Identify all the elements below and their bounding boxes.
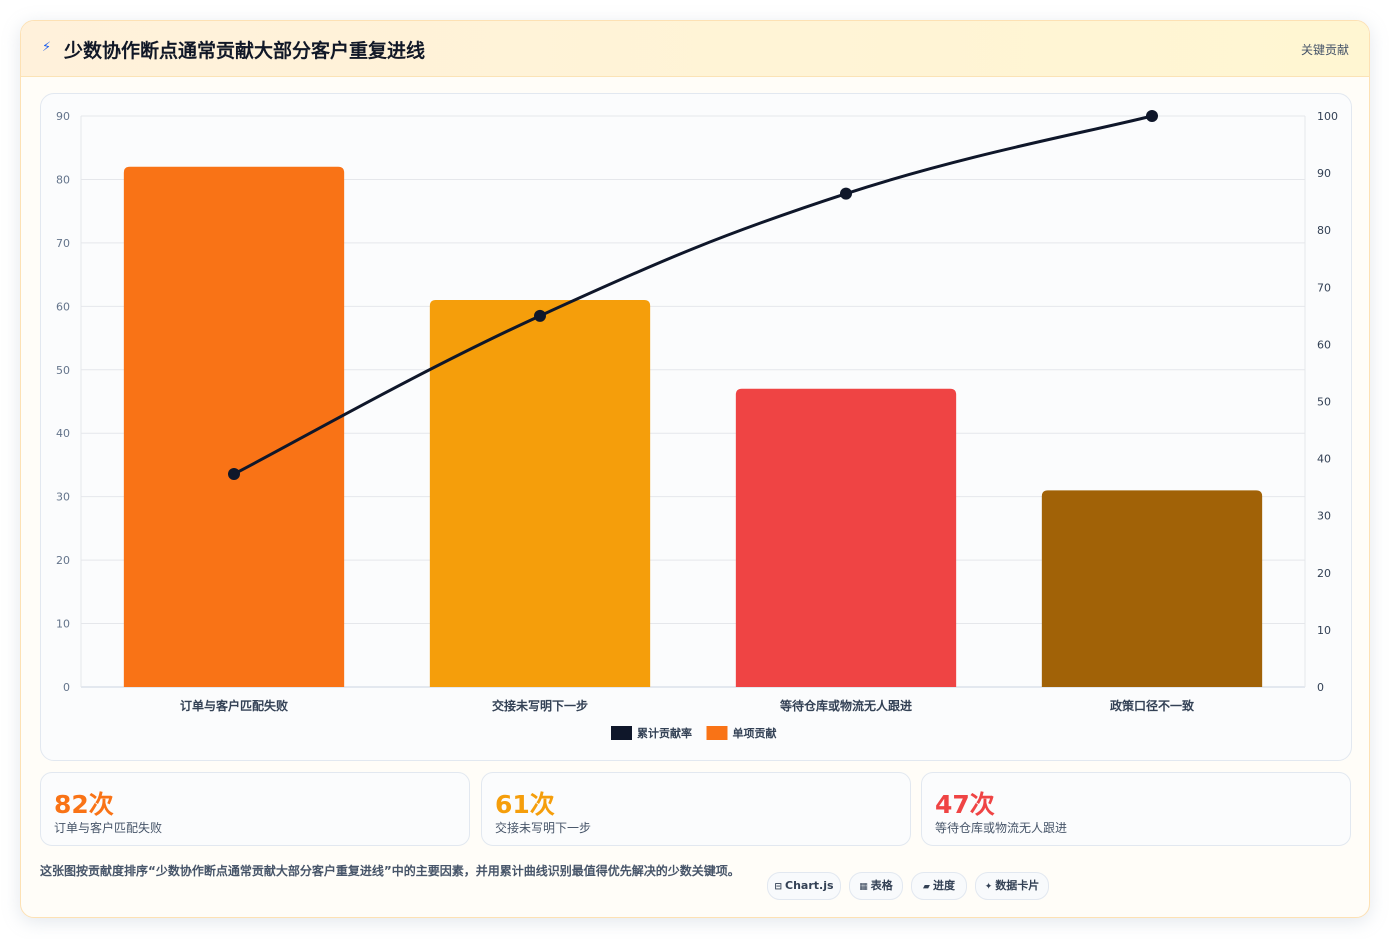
y2-tick-label: 0 xyxy=(1317,681,1324,694)
legend[interactable]: 累计贡献率 单项贡献 xyxy=(611,726,777,740)
y2-tick-label: 20 xyxy=(1317,567,1331,580)
kpi-value: 61次 xyxy=(495,790,555,819)
y-axis-left: 0 10 20 30 40 50 60 70 80 90 xyxy=(56,110,70,694)
bars xyxy=(123,166,1263,687)
bolt-icon: ⚡︎ xyxy=(42,40,52,55)
chip-label: Chart.js xyxy=(785,879,834,892)
legend-swatch xyxy=(706,726,728,740)
legend-swatch xyxy=(611,726,632,740)
y-tick-label: 50 xyxy=(56,364,70,377)
y-tick-label: 80 xyxy=(56,173,70,186)
kpi-label: 订单与客户匹配失败 xyxy=(54,821,163,835)
kpi-label: 交接未写明下一步 xyxy=(495,821,592,835)
line-point xyxy=(1146,110,1158,122)
chart-description: 这张图按贡献度排序“少数协作断点通常贡献大部分客户重复进线”中的主要因素，并用累… xyxy=(40,864,740,878)
kpi-card-2: 61次 交接未写明下一步 xyxy=(481,772,911,846)
line-point xyxy=(228,468,240,481)
chip-label: 数据卡片 xyxy=(995,879,1040,892)
chip-label: 表格 xyxy=(870,879,893,892)
y2-tick-label: 40 xyxy=(1317,453,1331,466)
cumulative-line-path xyxy=(233,114,1153,476)
pareto-chart: 0 10 20 30 40 50 60 70 80 90 0 10 20 30 40 50 60 70 80 90 1… xyxy=(56,110,1338,740)
bar xyxy=(123,166,345,687)
legend-label: 单项贡献 xyxy=(733,726,777,740)
x-tick-label: 政策口径不一致 xyxy=(1110,698,1195,713)
cumulative-line xyxy=(228,110,1158,481)
kpi-value: 47次 xyxy=(935,790,995,819)
card-header: ⚡︎ 少数协作断点通常贡献大部分客户重复进线 关键贡献 xyxy=(21,21,1369,77)
y-tick-label: 70 xyxy=(56,237,70,250)
chip-label: 进度 xyxy=(932,879,955,892)
chip-chartjs[interactable]: ⊟ Chart.js xyxy=(767,872,841,900)
y-tick-label: 60 xyxy=(56,300,70,313)
chip-table[interactable]: ▦ 表格 xyxy=(849,872,903,900)
y2-tick-label: 30 xyxy=(1317,510,1331,523)
y2-tick-label: 70 xyxy=(1317,281,1331,294)
y-tick-label: 90 xyxy=(56,110,70,123)
bar xyxy=(1041,490,1263,687)
sparkle-icon: ✦ xyxy=(984,882,993,892)
legend-item-cumulative[interactable]: 累计贡献率 xyxy=(611,726,692,740)
header-badge: 关键贡献 xyxy=(1300,43,1349,57)
y2-tick-label: 100 xyxy=(1317,110,1338,123)
y2-tick-label: 10 xyxy=(1317,624,1331,637)
y2-tick-label: 60 xyxy=(1317,338,1331,351)
progress-icon: ▰ xyxy=(923,882,930,892)
chip-progress[interactable]: ▰ 进度 xyxy=(911,872,967,900)
line-point xyxy=(840,187,852,200)
chip-data-card[interactable]: ✦ 数据卡片 xyxy=(975,872,1049,900)
y-axis-right: 0 10 20 30 40 50 60 70 80 90 100 xyxy=(1317,110,1338,694)
legend-label: 累计贡献率 xyxy=(637,726,692,740)
x-tick-label: 等待仓库或物流无人跟进 xyxy=(779,698,912,713)
x-axis: 订单与客户匹配失败 交接未写明下一步 等待仓库或物流无人跟进 政策口径不一致 xyxy=(180,698,1195,713)
y-tick-label: 20 xyxy=(56,554,70,567)
line-point xyxy=(534,309,546,322)
y-tick-label: 40 xyxy=(56,427,70,440)
kpi-card-3: 47次 等待仓库或物流无人跟进 xyxy=(921,772,1351,846)
card-title: 少数协作断点通常贡献大部分客户重复进线 xyxy=(64,40,426,62)
y2-tick-label: 80 xyxy=(1317,224,1331,237)
x-tick-label: 交接未写明下一步 xyxy=(492,698,588,713)
kpi-value: 82次 xyxy=(54,790,114,819)
legend-item-single[interactable]: 单项贡献 xyxy=(706,726,777,740)
chart-icon: ⊟ xyxy=(774,882,783,892)
bar xyxy=(735,388,957,687)
chart-card: ⚡︎ 少数协作断点通常贡献大部分客户重复进线 关键贡献 0 10 20 30 40 50 6… xyxy=(20,20,1370,918)
y2-tick-label: 50 xyxy=(1317,396,1331,409)
x-tick-label: 订单与客户匹配失败 xyxy=(180,698,288,713)
kpi-label: 等待仓库或物流无人跟进 xyxy=(935,821,1068,835)
kpi-card-1: 82次 订单与客户匹配失败 xyxy=(40,772,470,846)
table-icon: ▦ xyxy=(859,882,868,892)
bar xyxy=(429,299,651,687)
y-tick-label: 0 xyxy=(63,681,70,694)
y-tick-label: 10 xyxy=(56,618,70,631)
chart-panel: 0 10 20 30 40 50 60 70 80 90 0 10 20 30 40 50 60 70 80 90 1… xyxy=(40,93,1352,761)
y2-tick-label: 90 xyxy=(1317,167,1331,180)
y-tick-label: 30 xyxy=(56,491,70,504)
